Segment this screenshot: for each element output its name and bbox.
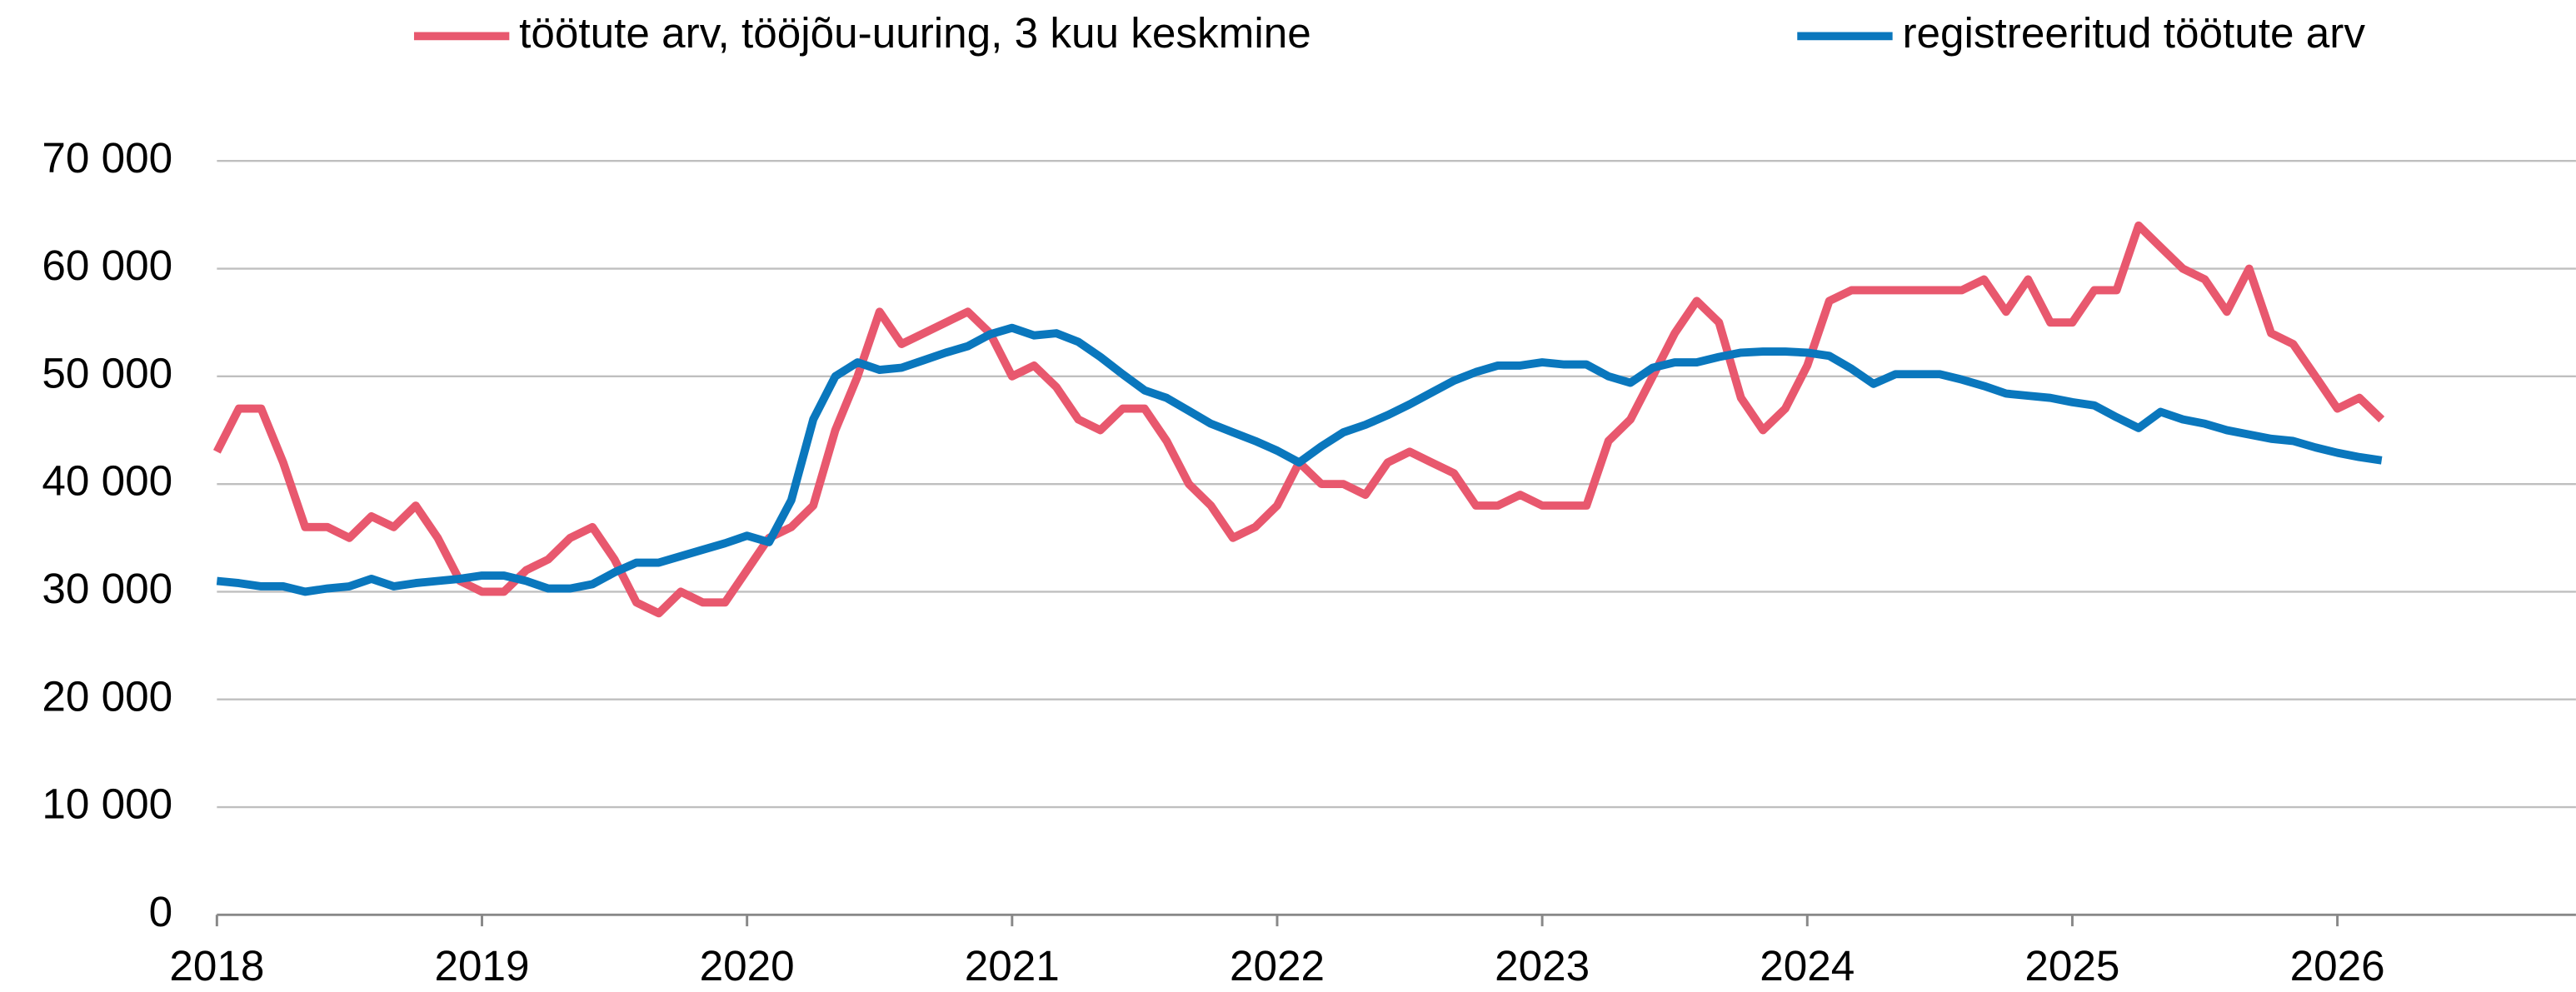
- x-tick-label: 2025: [2024, 942, 2119, 990]
- y-tick-label: 50 000: [42, 349, 172, 396]
- legend-label: registreeritud töötute arv: [1902, 9, 2365, 57]
- series-line: [212, 221, 2385, 618]
- x-tick-label: 2026: [2290, 942, 2385, 990]
- y-tick-label: 70 000: [42, 134, 172, 182]
- series-line: [216, 323, 2383, 596]
- x-tick-label: 2024: [1760, 942, 1855, 990]
- y-tick-label: 0: [149, 888, 173, 935]
- y-tick-label: 10 000: [42, 780, 172, 828]
- x-tick-label: 2018: [169, 942, 264, 990]
- x-tick-label: 2020: [700, 942, 795, 990]
- y-tick-label: 20 000: [42, 672, 172, 720]
- x-tick-label: 2022: [1230, 942, 1325, 990]
- y-tick-label: 40 000: [42, 457, 172, 505]
- x-tick-label: 2023: [1495, 942, 1590, 990]
- legend-label: töötute arv, tööjõu-uuring, 3 kuu keskmi…: [519, 9, 1311, 57]
- y-tick-label: 30 000: [42, 565, 172, 612]
- x-tick-label: 2021: [965, 942, 1060, 990]
- x-tick-label: 2019: [434, 942, 529, 990]
- y-tick-label: 60 000: [42, 242, 172, 289]
